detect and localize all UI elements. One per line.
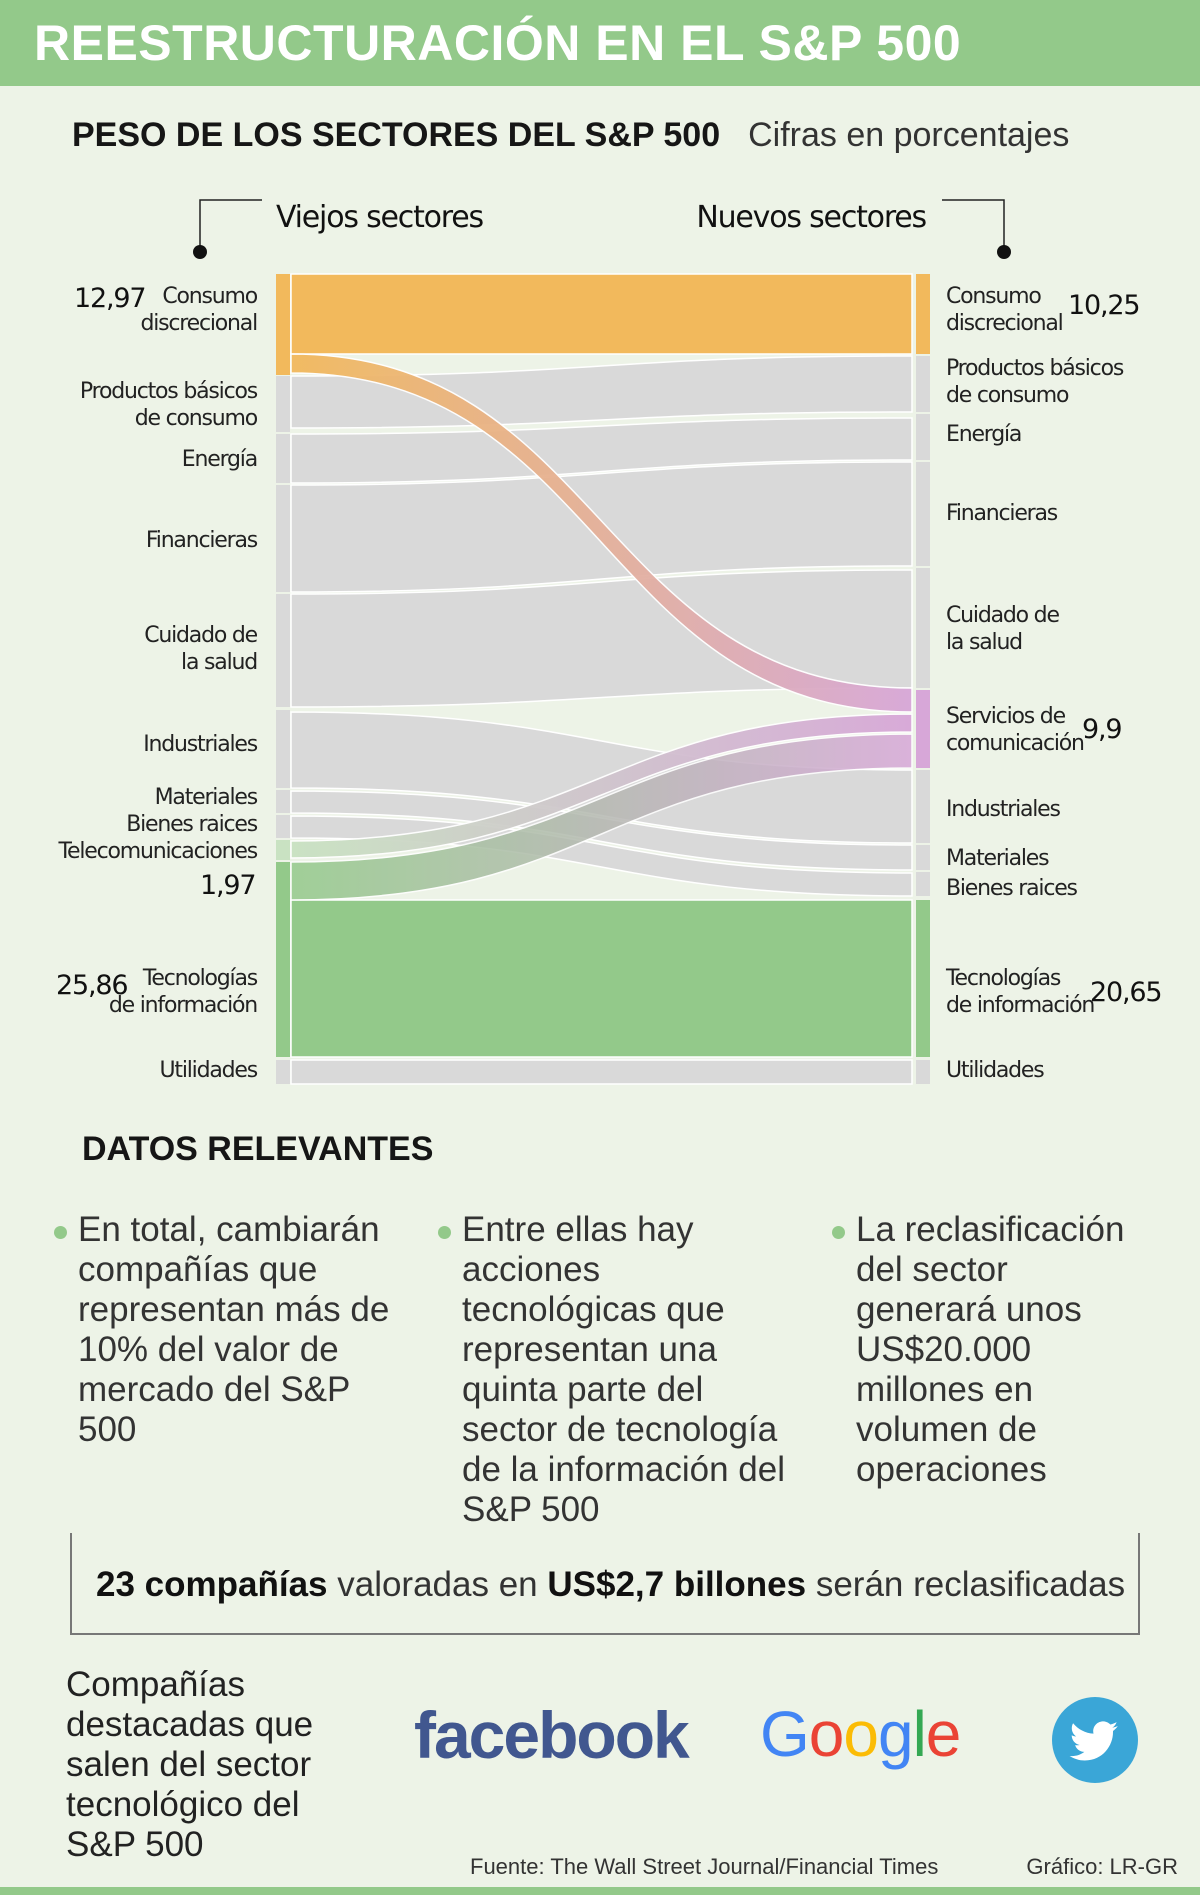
value-new-comm: 9,9 [1082,714,1123,745]
node-right-industriales [916,770,930,843]
node-right-materiales [916,845,930,870]
left-label-financieras: Financieras [145,528,258,553]
node-left-energia [276,434,290,483]
google-letter: G [760,1698,810,1770]
left-label-bienes: Bienes raices [126,812,258,837]
right-label-comunicacion: Servicios de comunicación [946,704,1085,756]
facebook-logo: facebook [414,1698,690,1772]
node-left-materiales [276,790,290,813]
value-old-consumo: 12,97 [74,283,147,314]
flow-energia [290,417,913,484]
page-title: REESTRUCTURACIÓN EN EL S&P 500 [34,15,962,71]
chart-unit: Cifras en porcentajes [748,116,1070,154]
left-label-utilidades: Utilidades [159,1058,259,1083]
right-label-industriales: Industriales [946,797,1061,822]
left-label-industriales: Industriales [143,732,258,757]
google-logo: Google [760,1697,962,1771]
right-label-utilidades: Utilidades [946,1058,1045,1083]
callout-count: 23 compañías [96,1565,328,1604]
google-letter: e [925,1698,962,1770]
node-right-energia [916,414,930,460]
right-header-leader [942,199,1005,252]
value-new-tech: 20,65 [1090,977,1163,1008]
google-letter: l [912,1698,927,1770]
left-label-consumo: Consumo discrecional [140,284,258,336]
right-label-financieras: Financieras [946,501,1058,526]
right-label-tecnologia: Tecnologías de información [946,966,1095,1018]
value-old-tech: 25,86 [56,970,129,1001]
left-label-tecnologia: Tecnologías de información [108,966,258,1018]
fact-item: La reclasificación del sector generará u… [832,1210,1156,1490]
facts-title: DATOS RELEVANTES [82,1130,434,1168]
google-letter: g [877,1698,914,1770]
node-right-bienes [916,872,930,896]
fact-text: En total, cambiarán compañías que repres… [78,1210,390,1449]
twitter-bird-icon [1052,1697,1138,1783]
right-label-consumo: Consumo discrecional [946,284,1064,336]
companies-title: Compañías destacadas que salen del secto… [66,1665,314,1864]
fact-text: La reclasificación del sector generará u… [856,1210,1125,1489]
right-label-basicos: Productos básicos de consumo [946,356,1124,408]
flow-tech-to-comunicacion [290,733,913,901]
callout-end: serán reclasificadas [806,1565,1126,1604]
right-label-bienes: Bienes raices [946,876,1078,901]
bottom-bar [0,1887,1200,1895]
node-right-salud [916,568,930,688]
left-label-telecom: Telecomunicaciones [58,839,259,864]
node-left-tecnologia [276,862,290,1057]
fact-item: En total, cambiarán compañías que repres… [54,1210,408,1450]
callout-text: 23 compañías valoradas en US$2,7 billone… [96,1565,1125,1605]
flow-tech-stay [290,899,913,1058]
node-left-consumo [276,274,290,375]
chart-title-text: PESO DE LOS SECTORES DEL S&P 500 [72,116,721,154]
credit-note: Gráfico: LR-GR [1026,1854,1178,1879]
right-label-materiales: Materiales [946,846,1050,871]
callout-bracket [70,1533,1140,1635]
left-header-leader [199,199,262,252]
node-left-financieras [276,485,290,592]
flow-consumo-stay [290,273,913,355]
node-left-utilidades [276,1060,290,1084]
node-right-basicos [916,356,930,412]
right-label-salud: Cuidado de la salud [946,603,1060,655]
left-label-materiales: Materiales [154,785,259,810]
google-letter: o [808,1698,845,1770]
left-label-energia: Energía [181,447,258,472]
node-left-industriales [276,710,290,788]
flow-utilidades [290,1059,913,1085]
left-label-salud: Cuidado de la salud [144,623,258,675]
node-right-financieras [916,462,930,566]
node-right-consumo [916,274,930,354]
bullet-icon [832,1226,845,1239]
node-right-utilidades [916,1060,930,1084]
sankey-chart [193,199,1011,1085]
value-new-consumo: 10,25 [1068,290,1141,321]
source-note: Fuente: The Wall Street Journal/Financia… [470,1854,939,1879]
right-header-dot [997,245,1011,259]
left-header-dot [193,245,207,259]
right-label-energia: Energía [946,422,1022,447]
fact-item: Entre ellas hay acciones tecnológicas qu… [438,1210,792,1530]
node-left-basicos [276,376,290,432]
value-old-telecom: 1,97 [200,870,257,901]
callout-mid: valoradas en [327,1565,548,1604]
node-right-tecnologia [916,900,930,1057]
flow-telecom-to-comunicacion [290,713,913,859]
flow-consumo-to-comunicacion [290,353,913,713]
left-label-basicos: Productos básicos de consumo [79,379,258,431]
callout-amount: US$2,7 billones [547,1565,807,1604]
left-column-header: Viejos sectores [276,200,484,235]
node-left-bienes [276,815,290,838]
node-right-comunicacion [916,690,930,768]
node-left-salud [276,594,290,707]
chart-title: PESO DE LOS SECTORES DEL S&P 500 Cifras e… [72,116,1069,155]
node-left-telecom [276,840,290,860]
bullet-icon [54,1226,67,1239]
fact-text: Entre ellas hay acciones tecnológicas qu… [462,1210,785,1529]
google-letter: o [843,1698,879,1770]
right-column-header: Nuevos sectores [696,200,927,235]
bullet-icon [438,1226,451,1239]
header-bar: REESTRUCTURACIÓN EN EL S&P 500 [0,0,1200,86]
